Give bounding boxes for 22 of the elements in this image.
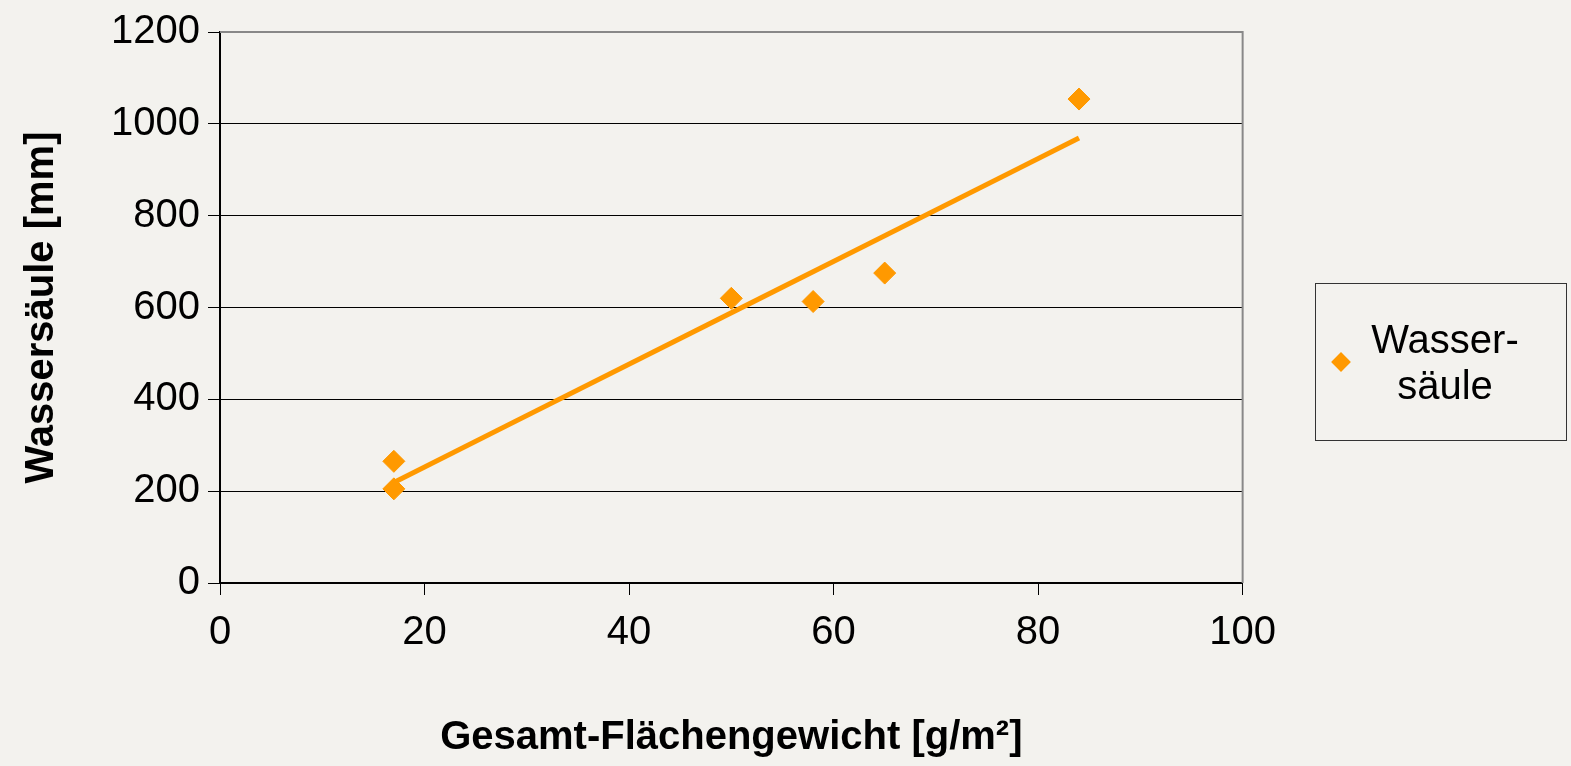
- x-tick-label: 0: [208, 608, 232, 653]
- y-axis-title: Wassersäule [mm]: [17, 131, 62, 484]
- y-tick-label: 200: [133, 466, 200, 511]
- y-tick-label: 0: [177, 558, 200, 603]
- x-tick-label: 60: [811, 608, 856, 653]
- point: [719, 286, 743, 310]
- x-tick-label: 20: [402, 608, 447, 653]
- point: [801, 290, 825, 314]
- x-tick-label: 100: [1209, 608, 1277, 653]
- y-tick-label: 400: [133, 374, 200, 419]
- point: [1067, 87, 1091, 111]
- point: [873, 261, 897, 285]
- x-tick-label: 40: [606, 608, 652, 653]
- y-tick-label: 600: [133, 282, 200, 327]
- legend-label: Wasser-säule: [1370, 316, 1520, 408]
- point: [382, 477, 406, 501]
- point: [382, 449, 406, 473]
- x-tick-label: 80: [1015, 608, 1061, 653]
- x-axis-title: Gesamt-Flächengewicht [g/m²]: [440, 713, 1023, 758]
- y-tick-label: 1200: [111, 7, 200, 52]
- y-tick-label: 1000: [111, 98, 200, 143]
- y-tick-label: 800: [133, 190, 200, 235]
